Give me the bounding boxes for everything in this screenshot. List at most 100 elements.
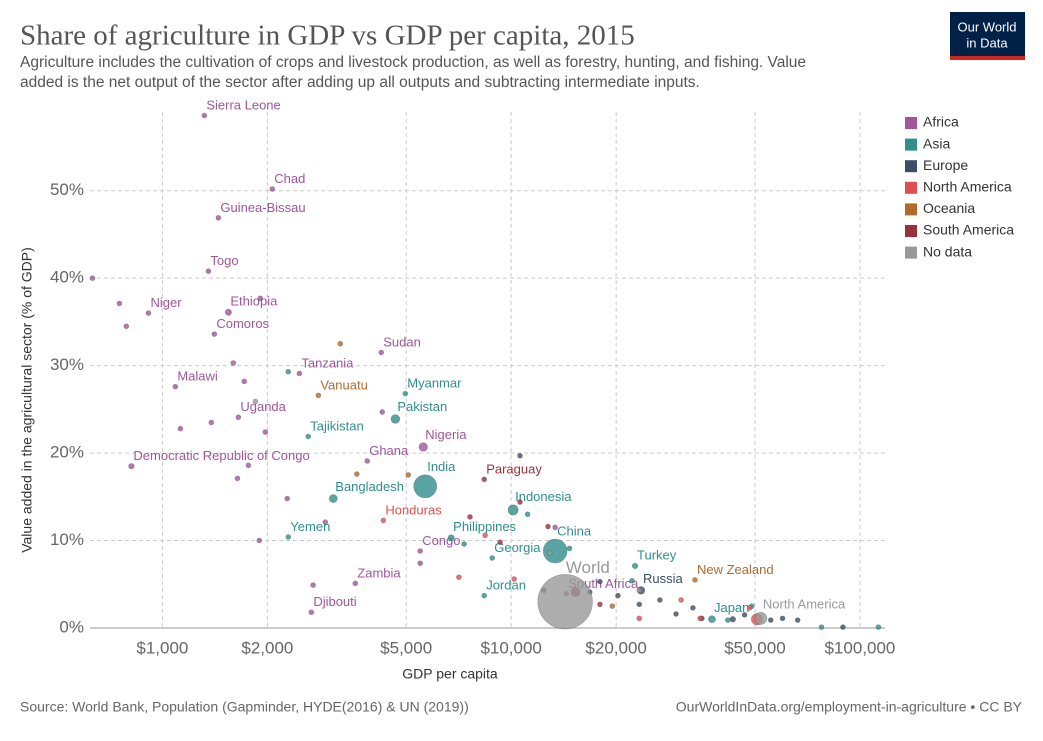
data-point xyxy=(234,475,241,482)
data-point xyxy=(257,295,264,302)
y-tick-label: 20% xyxy=(50,443,84,462)
point-label: Turkey xyxy=(637,548,677,563)
credit: OurWorldInData.org/employment-in-agricul… xyxy=(676,699,1023,715)
data-point xyxy=(517,499,523,505)
point-label: Uganda xyxy=(240,399,286,414)
data-point xyxy=(631,562,639,570)
x-axis-label: GDP per capita xyxy=(402,666,498,682)
x-tick-label: $100,000 xyxy=(824,638,895,657)
data-point xyxy=(262,429,269,435)
data-point xyxy=(754,612,768,625)
data-point xyxy=(708,615,716,624)
x-tick-label: $50,000 xyxy=(724,638,785,657)
data-point xyxy=(597,601,603,608)
data-point xyxy=(308,609,315,616)
legend-swatch xyxy=(905,117,917,129)
data-point xyxy=(545,523,551,530)
legend-label: South America xyxy=(923,222,1014,238)
point-label: Malawi xyxy=(177,369,218,384)
source: Source: World Bank, Population (Gapminde… xyxy=(20,699,469,715)
point-label: Chad xyxy=(274,171,305,186)
data-point xyxy=(467,514,473,520)
x-tick-label: $20,000 xyxy=(585,638,646,657)
y-tick-label: 40% xyxy=(50,268,84,287)
data-point xyxy=(378,349,385,356)
data-point xyxy=(517,452,523,459)
data-point xyxy=(456,574,462,581)
data-point xyxy=(552,524,558,531)
data-point xyxy=(296,370,303,377)
data-point xyxy=(310,582,316,588)
point-label: Georgia xyxy=(494,540,541,555)
point-label: Russia xyxy=(643,571,684,586)
point-label: Niger xyxy=(150,295,182,310)
point-label: Myanmar xyxy=(407,376,462,391)
data-point xyxy=(235,414,242,421)
data-point xyxy=(116,300,123,307)
data-point xyxy=(497,539,503,546)
data-point xyxy=(636,615,643,622)
point-label: Djibouti xyxy=(313,594,356,609)
data-point xyxy=(729,616,736,623)
data-point xyxy=(636,601,643,608)
data-point xyxy=(447,534,455,542)
x-tick-label: $10,000 xyxy=(480,638,541,657)
data-point xyxy=(818,624,825,630)
data-point xyxy=(615,592,621,599)
data-point xyxy=(482,532,488,539)
data-point xyxy=(417,548,424,554)
data-point xyxy=(128,463,135,470)
data-point xyxy=(507,504,519,516)
data-point xyxy=(690,605,696,611)
data-point xyxy=(566,545,573,552)
y-tick-label: 30% xyxy=(50,355,84,374)
subtitle: Agriculture includes the cultivation of … xyxy=(20,54,806,71)
data-point xyxy=(779,615,786,622)
data-point xyxy=(145,310,152,316)
legend-label: North America xyxy=(923,179,1012,195)
data-point xyxy=(172,383,179,390)
x-tick-label: $1,000 xyxy=(136,638,188,657)
data-point xyxy=(697,615,703,622)
data-point xyxy=(245,462,252,469)
data-point xyxy=(211,331,218,337)
y-tick-label: 10% xyxy=(50,530,84,549)
legend-swatch xyxy=(905,138,917,151)
data-point xyxy=(794,617,801,623)
point-label: Japan xyxy=(714,600,749,615)
point-label: Honduras xyxy=(385,502,442,517)
point-label: Comoros xyxy=(216,316,269,331)
point-label: Congo xyxy=(422,533,460,548)
logo-text: Our World xyxy=(958,19,1017,34)
data-point xyxy=(840,624,846,630)
y-tick-label: 0% xyxy=(59,617,84,636)
data-point xyxy=(609,603,616,609)
data-point xyxy=(636,587,643,594)
data-point xyxy=(629,577,635,584)
legend-swatch xyxy=(905,181,917,194)
legend-swatch xyxy=(905,246,917,259)
data-point xyxy=(337,340,344,347)
y-axis-label: Value added in the agricultural sector (… xyxy=(19,247,35,553)
data-point xyxy=(305,433,312,440)
legend-label: Africa xyxy=(923,114,959,130)
data-point xyxy=(123,323,130,330)
x-tick-label: $5,000 xyxy=(380,638,432,657)
data-point xyxy=(746,605,753,611)
data-point xyxy=(177,425,184,432)
point-label: Ethiopia xyxy=(230,294,278,309)
data-point xyxy=(390,414,401,424)
data-point xyxy=(208,419,215,426)
data-point xyxy=(542,538,568,564)
data-point xyxy=(481,476,488,483)
point-label: World xyxy=(566,558,610,577)
data-point xyxy=(352,580,359,587)
legend-swatch xyxy=(905,203,917,216)
data-point xyxy=(692,577,698,583)
data-point xyxy=(322,519,329,525)
data-point xyxy=(537,574,593,630)
x-tick-label: $2,000 xyxy=(241,638,293,657)
point-label: Yemen xyxy=(290,519,330,534)
data-point xyxy=(489,555,496,561)
